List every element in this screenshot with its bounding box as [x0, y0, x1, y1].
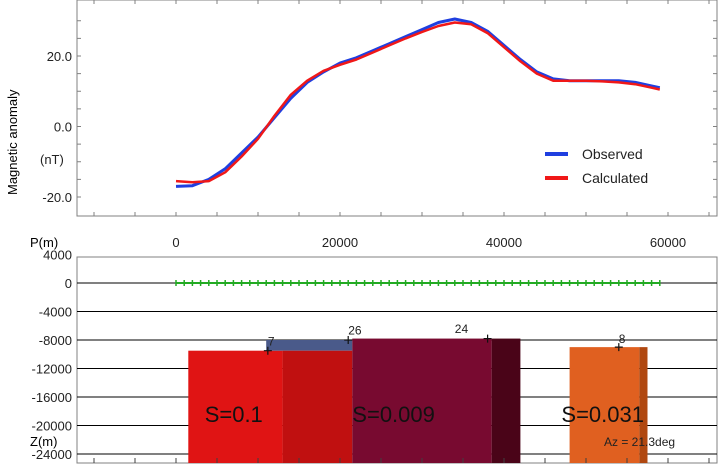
y-tick-label: 20.0	[47, 49, 72, 64]
model-y-tick-label: -20000	[32, 419, 72, 434]
z-axis-title: Z(m)	[30, 434, 57, 449]
x-tick-label: 40000	[486, 235, 522, 250]
model-labels: 7 26 24 8 S=0.1 S=0.009 S=0.031	[205, 322, 644, 427]
y-axis-title: Magnetic anomaly	[5, 89, 20, 195]
model-y-tick-labels: 4000 0 -4000 -8000 -12000 -16000 -20000 -24000	[32, 248, 72, 463]
model-body-24-dark	[491, 338, 521, 463]
body-id-label: 8	[619, 332, 626, 346]
model-x-ticks	[93, 458, 710, 463]
legend-label-observed: Observed	[582, 146, 643, 162]
model-y-tick-label: -12000	[32, 362, 72, 377]
legend: Observed Calculated	[545, 146, 648, 186]
model-body-main-red-right	[282, 350, 353, 463]
anomaly-y-tick-labels: -20.0 0.0 20.0	[42, 49, 72, 205]
body-id-label: 26	[348, 323, 362, 337]
body-id-label: 24	[455, 322, 469, 336]
anomaly-series	[175, 17, 661, 188]
x-tick-label: 0	[172, 235, 179, 250]
susceptibility-label: S=0.009	[352, 402, 435, 427]
model-body-7	[188, 350, 283, 463]
model-body-8-dark	[639, 347, 648, 463]
x-tick-label: 20000	[322, 235, 358, 250]
susceptibility-label: S=0.031	[561, 402, 644, 427]
x-axis-tick-labels: 0 20000 40000 60000	[172, 235, 686, 250]
x-tick-label: 60000	[650, 235, 686, 250]
model-body-26	[266, 340, 353, 351]
susceptibility-label: S=0.1	[205, 402, 263, 427]
model-y-tick-label: -4000	[39, 305, 72, 320]
anomaly-plot-ticks	[77, 0, 717, 216]
model-body-8	[569, 347, 640, 463]
y-tick-label: -20.0	[42, 190, 72, 205]
model-y-tick-label: -8000	[39, 333, 72, 348]
model-body-24	[352, 338, 492, 463]
body-vertex-marker	[344, 336, 353, 344]
model-y-tick-label: -24000	[32, 447, 72, 462]
model-y-tick-label: 0	[65, 276, 72, 291]
y-axis-unit: (nT)	[40, 152, 64, 167]
body-vertex-marker	[483, 334, 492, 343]
body-id-label: 7	[268, 335, 275, 349]
model-y-tick-label: -16000	[32, 390, 72, 405]
body-vertex-marker	[614, 343, 623, 352]
anomaly-plot-frame	[76, 0, 718, 217]
azimuth-label: Az = 21.3deg	[604, 435, 675, 449]
legend-label-calculated: Calculated	[582, 170, 648, 186]
model-bodies	[188, 334, 648, 463]
station-markers	[175, 280, 661, 286]
series-line-calculated	[175, 21, 661, 184]
model-y-tick-label: 4000	[43, 248, 72, 263]
p-axis-title: P(m)	[30, 235, 58, 250]
y-tick-label: 0.0	[54, 120, 72, 135]
body-vertex-marker	[263, 346, 272, 355]
